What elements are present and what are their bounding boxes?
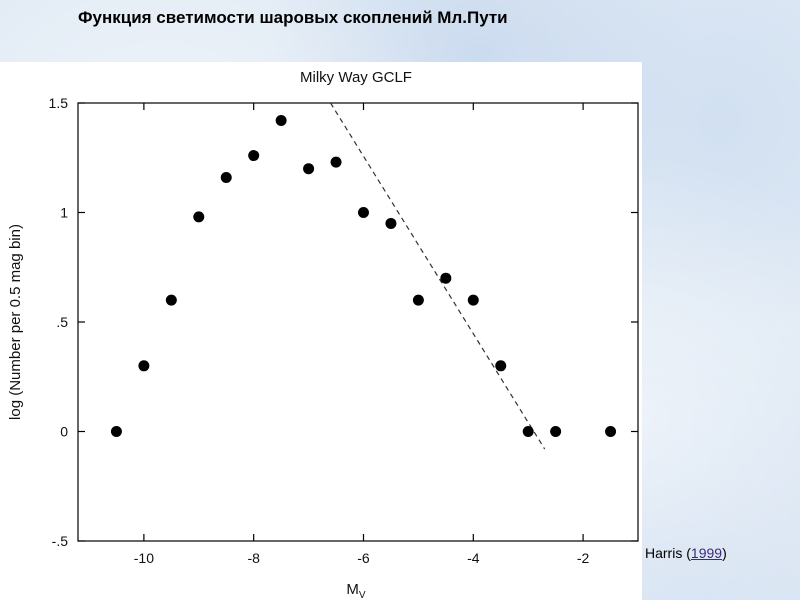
data-point [495, 360, 507, 372]
data-point [467, 294, 479, 306]
plot-frame [77, 102, 639, 542]
credit-citation: Harris (1999) [645, 545, 727, 561]
data-point [303, 163, 315, 175]
axis-ticks [78, 102, 638, 542]
data-point [220, 171, 232, 183]
data-point [138, 360, 150, 372]
credit-author: Harris [645, 545, 683, 561]
x-tick-label: -6 [357, 550, 370, 566]
credit-year-link[interactable]: 1999 [690, 545, 723, 561]
y-tick-label: 1.5 [49, 95, 69, 111]
x-tick-label: -10 [134, 550, 154, 566]
data-point [193, 211, 205, 223]
data-point [357, 207, 369, 218]
data-point [605, 426, 617, 437]
x-axis-label-main: M [346, 581, 359, 598]
data-point [248, 150, 260, 162]
data-point [110, 426, 122, 437]
data-point [412, 294, 424, 306]
x-axis-label: MV [346, 581, 366, 600]
slide-title: Функция светимости шаровых скоплений Мл.… [78, 8, 508, 27]
credit-close-paren: ) [722, 545, 727, 561]
x-axis-label-sub: V [359, 590, 366, 600]
y-tick-label: 0 [60, 424, 68, 440]
data-point [522, 426, 534, 437]
data-points [110, 115, 617, 437]
x-tick-label: -4 [467, 550, 480, 566]
x-tick-label: -2 [577, 550, 590, 566]
data-point [550, 426, 562, 437]
y-tick-label: -.5 [52, 533, 69, 549]
x-tick-label: -8 [247, 550, 260, 566]
y-tick-label: .5 [56, 314, 68, 330]
axis-tick-labels: -10 -8 -6 -4 -2 -.5 0 .5 1 1.5 [49, 95, 590, 566]
chart-title: Milky Way GCLF [300, 69, 412, 86]
y-tick-label: 1 [60, 205, 68, 221]
data-point [385, 217, 397, 229]
y-axis-label: log (Number per 0.5 mag bin) [7, 224, 24, 420]
data-point [275, 115, 287, 127]
data-point [165, 294, 177, 306]
gclf-chart: Milky Way GCLF -10 -8 -6 -4 -2-.50.511.5 MV … [7, 69, 639, 600]
data-point [440, 272, 452, 284]
data-point [330, 156, 342, 168]
dashed-fit-line [330, 102, 546, 450]
credit-open-paren: ( [682, 545, 691, 561]
chart-figure: Milky Way GCLF -10 -8 -6 -4 -2 -.5 0.5 1 1.5 MV … [0, 62, 642, 600]
